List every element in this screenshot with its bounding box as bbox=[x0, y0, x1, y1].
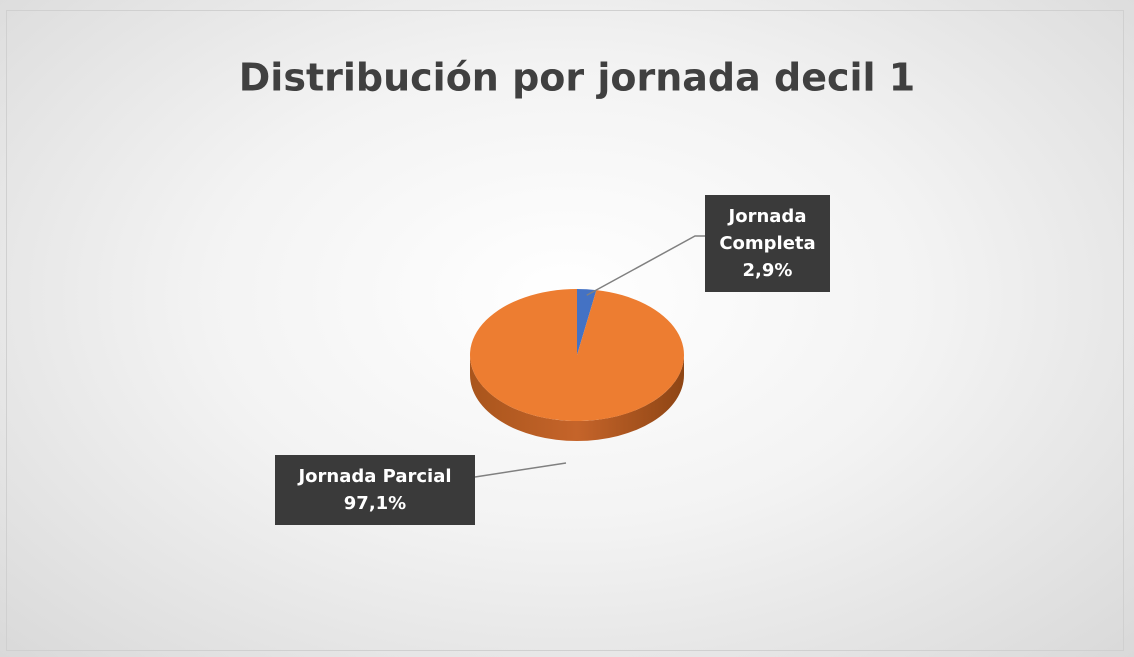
data-label: Jornada Parcial 97,1% bbox=[275, 455, 475, 525]
label-value: 97,1% bbox=[343, 493, 407, 514]
pie-slice bbox=[577, 289, 597, 355]
label-value: 2,9% bbox=[742, 260, 793, 281]
label-category: Jornada Completa bbox=[719, 206, 816, 254]
label-category: Jornada Parcial bbox=[298, 466, 452, 487]
leader-line bbox=[586, 235, 705, 296]
pie-slice bbox=[469, 289, 684, 421]
chart-title: Distribución por jornada decil 1 bbox=[239, 56, 915, 100]
chart-border bbox=[6, 10, 1124, 651]
pie-side bbox=[470, 355, 684, 441]
data-label: Jornada Completa 2,9% bbox=[705, 195, 830, 292]
leader-line bbox=[474, 462, 567, 478]
